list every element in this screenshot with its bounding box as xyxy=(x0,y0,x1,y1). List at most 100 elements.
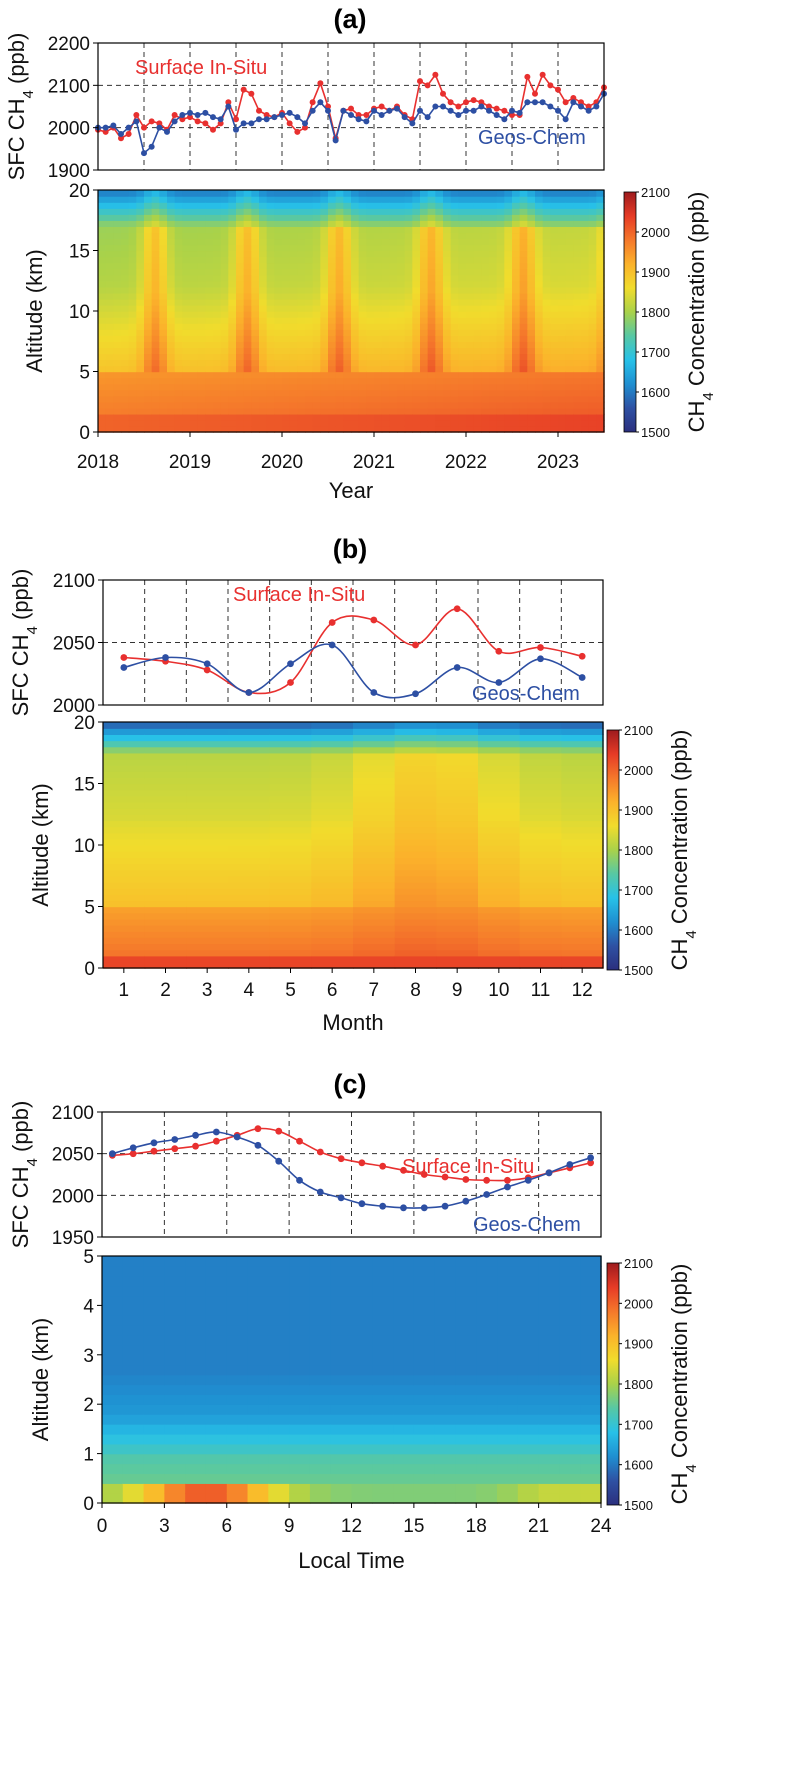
heatmap-cell xyxy=(517,1364,540,1376)
heatmap-cell xyxy=(466,365,475,373)
heatmap-cell xyxy=(397,365,406,373)
heatmap-cell xyxy=(351,347,360,355)
heatmap-cell xyxy=(435,262,444,270)
heatmap-cell xyxy=(243,347,253,355)
heatmap-cell xyxy=(573,353,582,361)
heatmap-cell xyxy=(289,292,299,300)
heatmap-cell xyxy=(186,949,229,957)
heatmap-cell xyxy=(228,208,237,215)
data-point xyxy=(150,1139,158,1147)
heatmap-cell xyxy=(259,214,268,221)
heatmap-cell xyxy=(473,407,483,415)
heatmap-cell xyxy=(443,407,452,415)
heatmap-cell xyxy=(351,365,360,373)
heatmap-cell xyxy=(320,196,329,203)
heatmap-cell xyxy=(269,918,313,926)
heatmap-cell xyxy=(353,894,396,902)
data-point xyxy=(248,90,255,97)
heatmap-cell xyxy=(404,377,414,385)
heatmap-cell xyxy=(353,734,396,742)
heatmap-cell xyxy=(113,311,122,318)
heatmap-cell xyxy=(588,371,598,379)
heatmap-cell xyxy=(596,383,605,391)
heatmap-cell xyxy=(596,311,605,318)
heatmap-cell xyxy=(282,317,291,324)
heatmap-cell xyxy=(497,1344,519,1356)
heatmap-cell xyxy=(228,190,237,197)
heatmap-cell xyxy=(312,238,322,246)
heatmap-cell xyxy=(220,365,230,373)
heatmap-cell xyxy=(320,353,329,361)
heatmap-cell xyxy=(144,789,188,797)
heatmap-cell xyxy=(289,1443,311,1455)
heatmap-cell xyxy=(259,347,268,355)
heatmap-cell xyxy=(489,274,498,282)
heatmap-cell xyxy=(434,1354,457,1366)
heatmap-cell xyxy=(413,1285,436,1297)
heatmap-cell xyxy=(269,943,313,951)
heatmap-cell xyxy=(366,323,375,330)
heatmap-cell xyxy=(353,826,396,834)
heatmap-cell xyxy=(226,1453,249,1465)
heatmap-cell xyxy=(103,894,146,902)
heatmap-cell xyxy=(588,202,598,209)
heatmap-cell xyxy=(519,335,529,342)
heatmap-cell xyxy=(517,1275,540,1287)
altitude-tick-label: 10 xyxy=(69,302,90,323)
heatmap-cell xyxy=(381,238,391,246)
heatmap-cell xyxy=(205,1453,228,1465)
heatmap-cell xyxy=(542,220,552,227)
heatmap-cell xyxy=(220,202,230,209)
heatmap-cell xyxy=(205,1335,228,1346)
heatmap-cell xyxy=(266,196,276,203)
heatmap-cell xyxy=(105,232,115,240)
heatmap-cell xyxy=(389,401,398,409)
heatmap-cell xyxy=(164,1344,186,1356)
heatmap-cell xyxy=(144,783,188,791)
heatmap-cell xyxy=(205,1265,228,1277)
heatmap-cell xyxy=(565,226,575,234)
heatmap-cell xyxy=(581,226,590,234)
heatmap-cell xyxy=(489,304,498,312)
heatmap-cell xyxy=(243,329,253,336)
heatmap-cell xyxy=(289,389,299,397)
heatmap-cell xyxy=(489,214,498,221)
heatmap-cell xyxy=(312,329,322,336)
heatmap-cell xyxy=(394,906,438,914)
heatmap-cell xyxy=(247,1493,270,1504)
heatmap-cell xyxy=(542,347,552,355)
heatmap-cell xyxy=(519,771,563,779)
x-axis-label: Month xyxy=(322,1010,383,1035)
heatmap-cell xyxy=(247,1384,270,1396)
heatmap-cell xyxy=(443,353,452,361)
heatmap-cell xyxy=(412,365,421,373)
heatmap-cell xyxy=(144,256,153,264)
heatmap-cell xyxy=(497,1423,519,1435)
heatmap-cell xyxy=(397,226,406,234)
heatmap-cell xyxy=(182,413,191,421)
heatmap-cell xyxy=(550,262,559,270)
heatmap-cell xyxy=(372,1285,394,1297)
heatmap-cell xyxy=(144,912,188,920)
heatmap-cell xyxy=(353,961,396,969)
heatmap-cell xyxy=(412,401,421,409)
heatmap-cell xyxy=(289,413,299,421)
heatmap-cell xyxy=(309,1493,332,1504)
heatmap-cell xyxy=(517,1433,540,1445)
heatmap-cell xyxy=(435,286,444,294)
heatmap-cell xyxy=(251,371,260,379)
heatmap-cell xyxy=(113,407,122,415)
heatmap-cell xyxy=(535,389,544,397)
heatmap-cell xyxy=(519,232,529,240)
heatmap-cell xyxy=(542,401,552,409)
heatmap-cell xyxy=(473,323,483,330)
heatmap-cell xyxy=(496,395,506,403)
data-point xyxy=(141,124,147,131)
heatmap-cell xyxy=(311,943,354,951)
heatmap-cell xyxy=(289,304,299,312)
x-tick-label: 11 xyxy=(531,980,551,1001)
heatmap-cell xyxy=(190,317,199,324)
heatmap-cell xyxy=(197,341,207,348)
heatmap-cell xyxy=(542,262,552,270)
heatmap-cell xyxy=(558,407,567,415)
